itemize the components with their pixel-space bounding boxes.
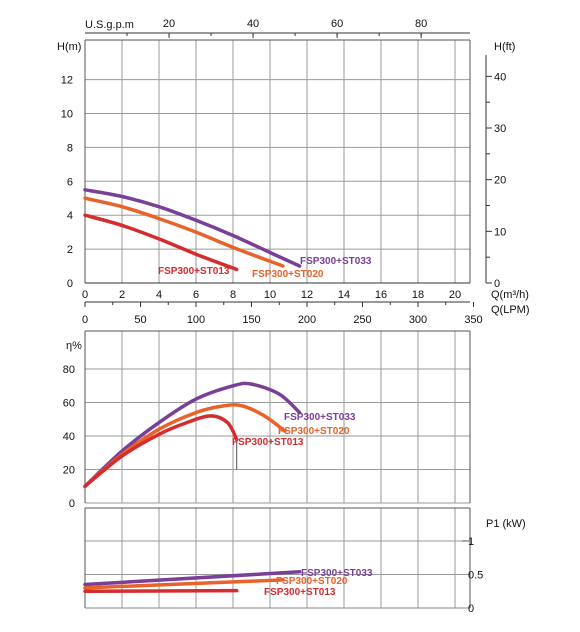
q-lpm-axis-label: Q(LPM) bbox=[491, 304, 530, 316]
top-axis-tick-label: 40 bbox=[247, 18, 259, 30]
q-lpm-tick: 300 bbox=[409, 314, 427, 326]
q-lpm-tick: 50 bbox=[134, 314, 146, 326]
efficiency-y-tick: 40 bbox=[63, 431, 75, 443]
head-y-tick: 10 bbox=[61, 108, 73, 120]
power-y-tick: 1 bbox=[468, 536, 474, 548]
head-series-label: FSP300+ST013 bbox=[158, 266, 230, 277]
power-y-label: P1 (kW) bbox=[486, 518, 526, 530]
top-axis-tick-label: 60 bbox=[331, 18, 343, 30]
head-y-tick: 12 bbox=[61, 75, 73, 87]
efficiency-curve-st033 bbox=[83, 381, 302, 489]
power-curve-st020 bbox=[83, 578, 285, 590]
top-axis: U.S.g.p.m 20 40 60 80 bbox=[85, 18, 470, 38]
q-m3h-tick: 6 bbox=[193, 289, 199, 301]
q-m3h-tick: 20 bbox=[449, 289, 461, 301]
power-curve-st013 bbox=[83, 588, 239, 594]
power-panel: P1 (kW) 0 0.5 1 FSP300+ST033FSP300+ST020FS… bbox=[83, 507, 526, 615]
efficiency-curve-st013 bbox=[83, 414, 239, 489]
top-axis-tick-label: 20 bbox=[163, 18, 175, 30]
power-curve-st033 bbox=[83, 570, 302, 587]
q-lpm-tick: 0 bbox=[82, 314, 88, 326]
power-series-label: FSP300+ST013 bbox=[264, 587, 336, 598]
efficiency-series-label: FSP300+ST013 bbox=[232, 437, 304, 448]
q-m3h-tick: 0 bbox=[82, 289, 88, 301]
power-y-tick: 0 bbox=[468, 603, 474, 615]
q-m3h-tick: 2 bbox=[119, 289, 125, 301]
efficiency-y-tick: 80 bbox=[63, 364, 75, 376]
head-y-tick: 4 bbox=[67, 210, 73, 222]
power-series-label: FSP300+ST020 bbox=[276, 576, 348, 587]
head-y-right-label: H(ft) bbox=[494, 41, 515, 53]
q-m3h-axis-label: Q(m³/h) bbox=[491, 289, 529, 301]
q-lpm-tick: 150 bbox=[242, 314, 260, 326]
top-axis-label: U.S.g.p.m bbox=[85, 19, 134, 31]
efficiency-y-label: η% bbox=[66, 340, 82, 352]
head-curve-st013 bbox=[83, 213, 239, 272]
head-y-label: H(m) bbox=[57, 41, 81, 53]
head-y-right-tick: 30 bbox=[494, 123, 506, 135]
head-y-right-tick: 40 bbox=[494, 71, 506, 83]
head-y-tick: 8 bbox=[67, 142, 73, 154]
q-m3h-tick: 18 bbox=[412, 289, 424, 301]
top-axis-tick-label: 80 bbox=[415, 18, 427, 30]
q-m3h-tick: 8 bbox=[230, 289, 236, 301]
efficiency-y-tick: 60 bbox=[63, 398, 75, 410]
head-curve-st033 bbox=[83, 188, 302, 268]
q-m3h-tick: 16 bbox=[375, 289, 387, 301]
head-series-label: FSP300+ST033 bbox=[300, 256, 372, 267]
q-m3h-tick: 14 bbox=[338, 289, 350, 301]
q-lpm-tick: 200 bbox=[298, 314, 316, 326]
power-series-label: FSP300+ST033 bbox=[301, 568, 373, 579]
head-y-tick: 6 bbox=[67, 176, 73, 188]
head-y-tick: 0 bbox=[67, 278, 73, 290]
q-lpm-tick: 250 bbox=[353, 314, 371, 326]
head-y-right-tick: 0 bbox=[494, 278, 500, 290]
efficiency-series-label: FSP300+ST033 bbox=[284, 412, 356, 423]
head-curve-st020 bbox=[83, 196, 285, 268]
efficiency-y-tick: 0 bbox=[69, 498, 75, 510]
efficiency-panel: η% 0 20 40 60 80 FSP300+ST033 FSP300+ST020FSP… bbox=[63, 330, 471, 510]
q-m3h-tick: 4 bbox=[156, 289, 162, 301]
head-y-right-tick: 10 bbox=[494, 226, 506, 238]
head-series-label: FSP300+ST020 bbox=[252, 269, 324, 280]
q-m3h-tick: 10 bbox=[264, 289, 276, 301]
q-lpm-tick: 100 bbox=[187, 314, 205, 326]
power-y-tick: 0.5 bbox=[468, 570, 483, 582]
efficiency-y-tick: 20 bbox=[63, 465, 75, 477]
head-y-tick: 2 bbox=[67, 244, 73, 256]
lpm-axis: 0 50 100 150 200 250 300 350 Q(LPM) bbox=[82, 301, 530, 326]
efficiency-series-label: FSP300+ST020 bbox=[278, 426, 350, 437]
head-y-right-tick: 20 bbox=[494, 175, 506, 187]
q-lpm-tick: 350 bbox=[464, 314, 482, 326]
q-m3h-tick: 12 bbox=[301, 289, 313, 301]
